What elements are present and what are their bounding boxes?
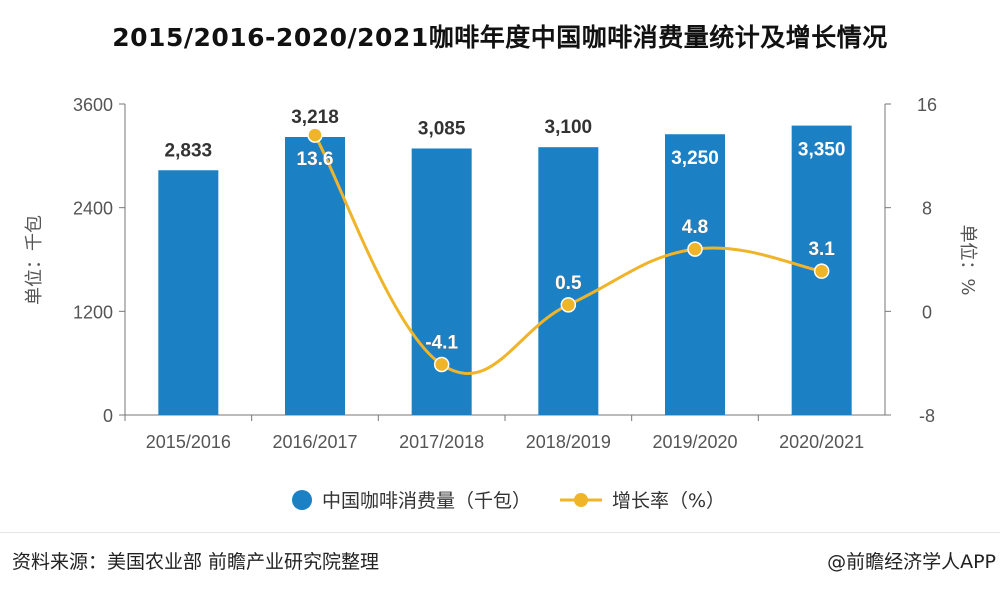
x-tick-label: 2019/2020 bbox=[652, 432, 737, 452]
credit-note: @前瞻经济学人APP bbox=[827, 551, 996, 573]
bar bbox=[538, 147, 599, 415]
x-tick-label: 2018/2019 bbox=[526, 432, 611, 452]
y-axis-left-title: 单位：千包 bbox=[24, 215, 45, 305]
bar bbox=[411, 148, 472, 415]
y-tick-right-label: 8 bbox=[922, 199, 932, 219]
x-tick-label: 2016/2017 bbox=[272, 432, 357, 452]
legend-bar-swatch bbox=[292, 490, 312, 510]
y-tick-left-label: 2400 bbox=[73, 199, 113, 219]
growth-value-label: 4.8 bbox=[682, 217, 708, 238]
bar-value-label: 3,350 bbox=[798, 140, 846, 161]
y-axis-right-title: 单位：% bbox=[957, 224, 978, 295]
growth-rate-point bbox=[813, 263, 830, 279]
source-note: 资料来源：美国农业部 前瞻产业研究院整理 bbox=[12, 551, 380, 573]
growth-rate-point bbox=[687, 241, 703, 257]
y-tick-right-label: 0 bbox=[922, 302, 932, 322]
growth-rate-point bbox=[560, 297, 577, 313]
y-tick-left-label: 0 bbox=[103, 406, 113, 426]
bar-value-label: 3,250 bbox=[671, 148, 719, 169]
growth-value-label: 3.1 bbox=[808, 239, 835, 260]
growth-rate-point bbox=[307, 127, 323, 143]
y-tick-left-label: 1200 bbox=[73, 302, 113, 322]
legend-line-label: 增长率（%） bbox=[612, 490, 725, 512]
growth-value-label: 0.5 bbox=[555, 273, 582, 294]
bar bbox=[158, 170, 219, 415]
y-tick-right-label: -8 bbox=[919, 406, 935, 426]
x-tick-label: 2017/2018 bbox=[399, 432, 484, 452]
growth-rate-line bbox=[313, 134, 822, 375]
x-tick-label: 2020/2021 bbox=[779, 432, 864, 452]
x-tick-label: 2015/2016 bbox=[146, 432, 231, 452]
y-tick-right-label: 16 bbox=[917, 95, 937, 115]
y-tick-left-label: 3600 bbox=[73, 95, 113, 115]
growth-rate-point bbox=[433, 356, 450, 373]
bar bbox=[285, 137, 345, 415]
bar bbox=[665, 134, 725, 415]
growth-value-label: -4.1 bbox=[425, 332, 458, 353]
legend-bar-label: 中国咖啡消费量（千包） bbox=[322, 490, 531, 512]
bar-value-label: 3,218 bbox=[291, 107, 339, 128]
combo-chart: 0 1200 2400 3600 -8 0 8 16 单位：千包 单位：% 2015/2016 201… bbox=[24, 95, 978, 512]
chart-title: 2015/2016-2020/2021咖啡年度中国咖啡消费量统计及增长情况 bbox=[112, 23, 888, 52]
growth-value-label: 13.6 bbox=[297, 149, 334, 170]
legend-line-marker bbox=[574, 493, 588, 507]
bar-value-label: 3,100 bbox=[545, 117, 593, 138]
divider bbox=[0, 532, 1000, 533]
bar-value-label: 3,085 bbox=[418, 118, 466, 139]
bar-value-label: 2,833 bbox=[165, 140, 213, 161]
